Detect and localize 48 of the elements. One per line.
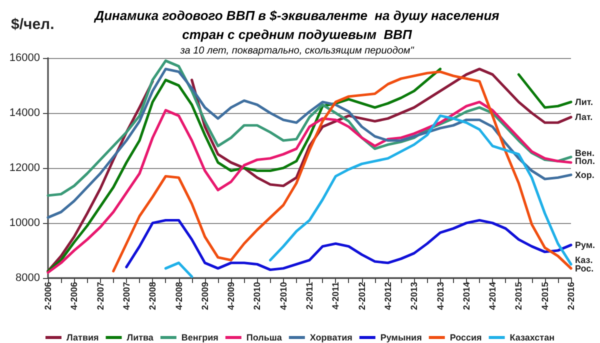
x-tick-label: 2-2013	[409, 282, 420, 310]
annotation: Пол.	[575, 156, 595, 166]
legend-label: Венгрия	[181, 332, 218, 342]
x-tick-label: 2-2006	[43, 282, 53, 310]
y-tick-label: 10000	[9, 217, 40, 229]
annotation: Лат.	[575, 112, 593, 122]
legend-label: Казахстан	[510, 332, 555, 342]
x-tick-label: 2-2008	[148, 282, 158, 310]
legend-label: Хорватия	[310, 332, 352, 342]
legend-label: Литва	[126, 332, 154, 342]
y-tick-label: 12000	[9, 162, 40, 174]
x-tick-label: 2-2016	[566, 282, 576, 310]
annotation: Лит.	[575, 97, 593, 107]
annotation: Рум.	[575, 240, 596, 250]
x-tick-label: 2-2012	[356, 282, 367, 310]
y-tick-label: 8000	[16, 272, 40, 284]
x-tick-label: 4-2008	[174, 282, 184, 310]
x-tick-label: 2-2011	[304, 282, 314, 310]
legend-label: Россия	[450, 332, 482, 342]
line-series	[46, 100, 572, 274]
x-tick-label: 4-2010	[278, 282, 288, 310]
x-tick-label: 4-2006	[69, 282, 80, 310]
legend-label: Польша	[246, 332, 283, 342]
y-tick-label: 14000	[9, 107, 40, 119]
legend-label: Румыния	[380, 332, 422, 342]
x-tick-label: 2-2014	[461, 282, 472, 310]
x-tick-label: 4-2012	[382, 282, 393, 310]
x-tick-label: 2-2009	[200, 282, 210, 310]
x-tick-label: 2-2010	[252, 282, 262, 310]
y-axis-title: $/чел.	[11, 16, 54, 33]
x-tick-label: 4-2015	[540, 282, 550, 310]
x-tick-label: 4-2011	[330, 282, 341, 310]
annotation: Рос.	[575, 263, 594, 274]
x-tick-label: 4-2007	[121, 282, 132, 310]
chart-title: Динамика годового ВВП в $-эквиваленте на душу населения стран с средним подушевым ВВП	[94, 8, 500, 42]
x-tick-label: 4-2013	[435, 282, 446, 310]
x-tick-label: 4-2009	[226, 282, 236, 310]
x-tick-label: 2-2007	[95, 282, 106, 310]
x-tick-label: 4-2014	[488, 282, 498, 310]
legend-label: Латвия	[66, 332, 99, 342]
y-tick-label: 16000	[9, 52, 40, 64]
annotation: Вен.	[575, 148, 594, 158]
x-tick-label: 2-2015	[514, 282, 524, 310]
annotation: Каз.	[575, 255, 593, 266]
line-series	[46, 68, 572, 219]
annotation: Хор.	[575, 170, 594, 180]
line-series	[125, 218, 572, 272]
chart-subtitle: за 10 лет, поквартально, скользящим периодом"	[179, 46, 414, 56]
